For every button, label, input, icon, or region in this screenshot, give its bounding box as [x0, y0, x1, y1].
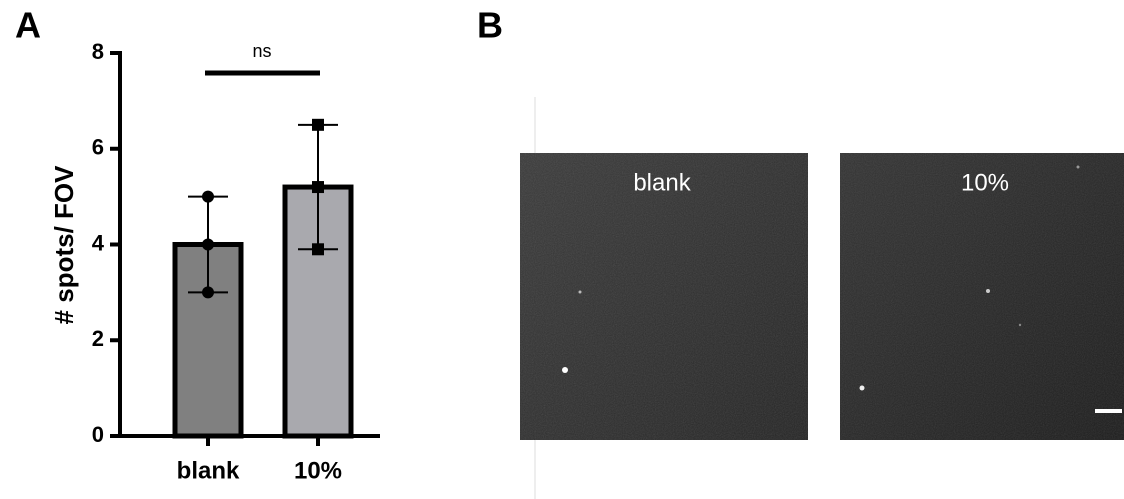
panel-label: B	[477, 5, 503, 46]
micrograph: blank	[520, 153, 808, 440]
spot	[1019, 324, 1021, 326]
y-tick-label: 6	[92, 135, 104, 160]
micrograph: 10%	[840, 153, 1124, 440]
image-label: blank	[633, 169, 691, 196]
figure: A B # spots/ FOV ns blank 10% 0 2 4 6 8 blank…	[0, 0, 1124, 499]
spot	[562, 367, 568, 373]
spot	[860, 386, 865, 391]
y-axis-label: # spots/ FOV	[49, 165, 79, 325]
spot	[1077, 166, 1080, 169]
data-point	[312, 181, 324, 193]
spot	[986, 289, 990, 293]
x-tick-label: 10%	[294, 457, 342, 484]
data-point	[312, 243, 324, 255]
data-point	[202, 286, 214, 298]
data-point	[202, 191, 214, 203]
x-tick-label: blank	[177, 457, 240, 484]
y-tick-label: 4	[92, 230, 105, 255]
y-tick-label: 2	[92, 326, 104, 351]
y-tick-label: 0	[92, 422, 104, 447]
image-label: 10%	[961, 169, 1009, 196]
data-point	[312, 119, 324, 131]
page: A B # spots/ FOV ns blank 10% 0 2 4 6 8 blank…	[0, 0, 1124, 499]
annotation: ns	[252, 41, 271, 61]
y-tick-label: 8	[92, 39, 104, 64]
data-point	[202, 239, 214, 251]
scale-bar	[1095, 409, 1122, 413]
panel-label: A	[15, 5, 41, 46]
spot	[579, 291, 582, 294]
